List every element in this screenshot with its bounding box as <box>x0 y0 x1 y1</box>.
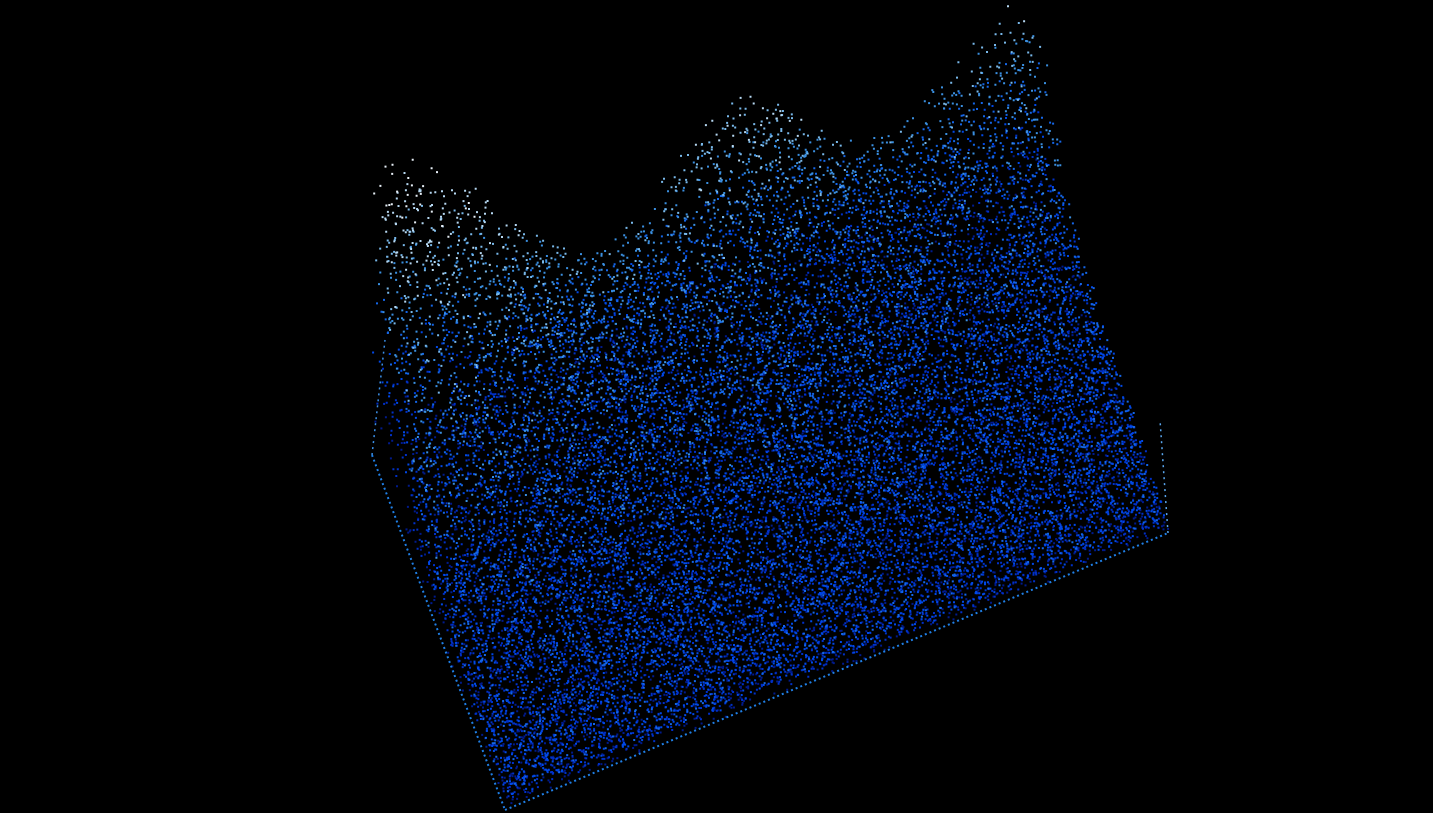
particle-cloud <box>372 5 1170 805</box>
side-edge <box>371 339 386 456</box>
base-edge <box>371 454 506 811</box>
particles <box>372 104 1166 795</box>
side-edge <box>1159 419 1169 534</box>
